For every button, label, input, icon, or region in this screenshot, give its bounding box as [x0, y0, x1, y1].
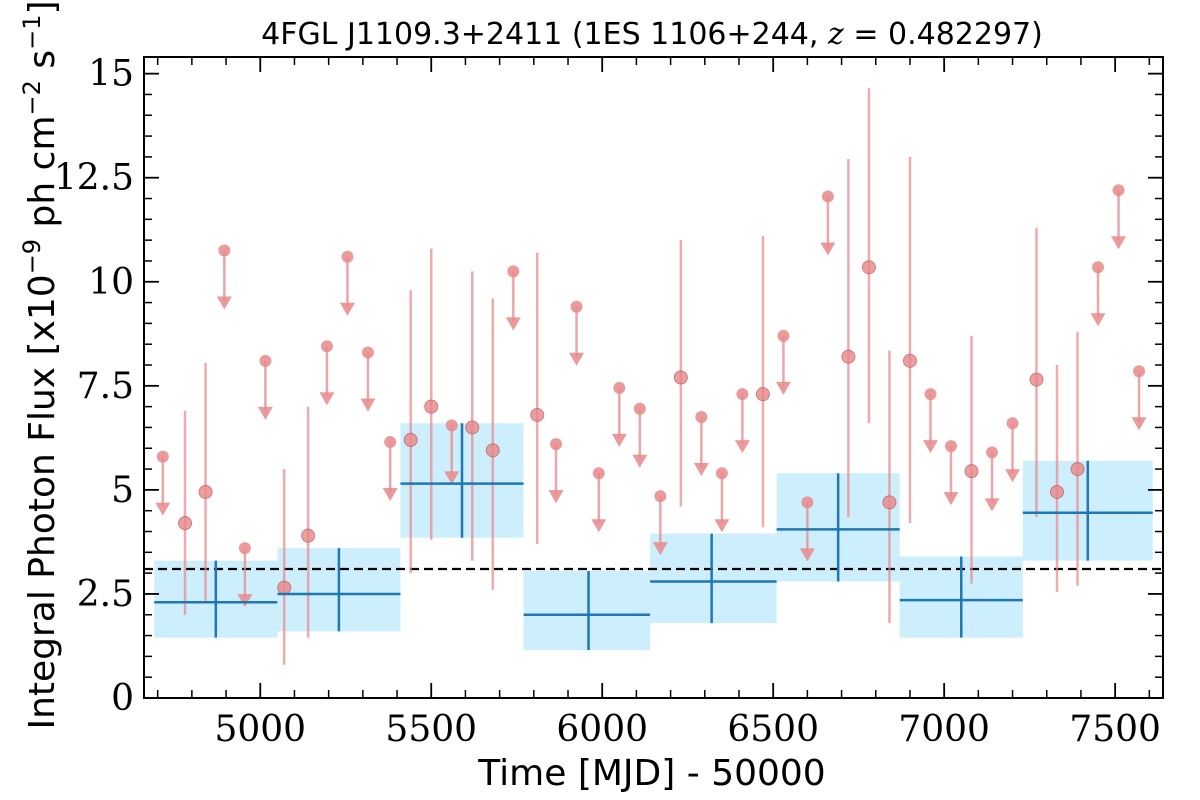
upper-limit-point: [924, 388, 937, 401]
monthly-point: [902, 353, 917, 368]
x-tick-label: 7000: [898, 709, 990, 750]
upper-limit-point: [445, 419, 458, 432]
upper-limit-point: [633, 402, 646, 415]
upper-limit-point: [384, 436, 397, 449]
y-tick-label: 0: [111, 678, 134, 719]
upper-limit-arrow: [444, 471, 460, 485]
upper-limit-point: [777, 329, 790, 342]
upper-limit-arrow: [799, 548, 815, 562]
upper-limit-point: [801, 496, 814, 509]
x-tick-label: 5000: [214, 709, 306, 750]
upper-limit-arrow: [257, 406, 273, 420]
upper-limit-point: [1112, 184, 1125, 197]
upper-limit-arrow: [569, 352, 585, 366]
upper-limit-point: [570, 300, 583, 313]
upper-limit-arrow: [155, 502, 171, 516]
upper-limit-point: [218, 244, 231, 257]
monthly-point: [424, 399, 439, 414]
monthly-point: [277, 580, 292, 595]
upper-limit-arrow: [339, 302, 355, 316]
upper-limit-point: [695, 411, 708, 424]
monthly-point: [1070, 462, 1085, 477]
upper-limit-point: [944, 440, 957, 453]
upper-limit-arrow: [1090, 313, 1106, 327]
binned-error-box: [650, 533, 777, 624]
monthly-point: [1049, 484, 1064, 499]
monthly-point: [301, 528, 316, 543]
upper-limit-point: [613, 381, 626, 394]
upper-limit-point: [259, 354, 272, 367]
upper-limit-point: [550, 438, 563, 451]
upper-limit-point: [986, 446, 999, 459]
upper-limit-point: [341, 250, 354, 263]
x-tick-label: 7500: [1069, 709, 1161, 750]
x-tick-label: 6000: [556, 709, 648, 750]
monthly-point: [530, 407, 545, 422]
y-tick-label: 5: [111, 470, 134, 511]
upper-limit-point: [507, 265, 520, 278]
upper-limit-point: [1133, 365, 1146, 378]
upper-limit-arrow: [714, 519, 730, 533]
upper-limit-point: [736, 388, 749, 401]
monthly-point: [964, 464, 979, 479]
plot-frame: [143, 56, 1164, 699]
upper-limit-point: [1092, 261, 1105, 274]
monthly-point: [178, 516, 193, 531]
monthly-point: [485, 443, 500, 458]
upper-limit-arrow: [693, 463, 709, 477]
y-tick-label: 15: [88, 54, 134, 95]
upper-limit-arrow: [1005, 469, 1021, 483]
upper-limit-arrow: [652, 542, 668, 556]
y-tick-label: 12.5: [54, 158, 134, 199]
upper-limit-point: [361, 346, 374, 359]
upper-limit-arrow: [984, 498, 1000, 512]
upper-limit-arrow: [922, 440, 938, 454]
upper-limit-point: [1006, 417, 1019, 430]
monthly-point: [198, 484, 213, 499]
monthly-point: [861, 260, 876, 275]
upper-limit-arrow: [591, 519, 607, 533]
upper-limit-point: [715, 467, 728, 480]
upper-limit-arrow: [734, 440, 750, 454]
x-axis-label: Time [MJD] - 50000: [477, 753, 825, 794]
y-tick-label: 10: [88, 262, 134, 303]
upper-limit-arrow: [216, 296, 232, 310]
y-tick-label: 2.5: [77, 574, 134, 615]
monthly-point: [755, 387, 770, 402]
x-tick-label: 5500: [385, 709, 477, 750]
binned-error-box: [523, 571, 651, 651]
upper-limit-arrow: [820, 242, 836, 256]
upper-limit-arrow: [1111, 236, 1127, 250]
upper-limit-arrow: [237, 594, 253, 608]
upper-limit-arrow: [548, 490, 564, 504]
upper-limit-arrow: [775, 381, 791, 395]
upper-limit-arrow: [505, 317, 521, 331]
upper-limit-arrow: [382, 488, 398, 502]
upper-limit-point: [821, 190, 834, 203]
upper-limit-point: [592, 467, 605, 480]
upper-limit-arrow: [1131, 417, 1147, 431]
upper-limit-arrow: [360, 398, 376, 412]
monthly-point: [403, 432, 418, 447]
monthly-point: [465, 420, 480, 435]
x-tick-label: 6500: [727, 709, 819, 750]
upper-limit-point: [654, 490, 667, 503]
y-tick-label: 7.5: [77, 366, 134, 407]
monthly-point: [673, 370, 688, 385]
plot-area: [144, 88, 1163, 665]
axes: 5000 5500 6000 6500 7000 7500 0 2.5 5 7.5 10 12.5 15: [54, 54, 1164, 750]
upper-limit-arrow: [943, 492, 959, 506]
upper-limit-point: [156, 450, 169, 463]
monthly-point: [882, 495, 897, 510]
y-axis-label: Integral Photon Flux [x10−9 ph cm−2 s−1]: [18, 0, 63, 729]
upper-limit-point: [238, 542, 251, 555]
monthly-point: [1029, 372, 1044, 387]
upper-limit-arrow: [632, 454, 648, 468]
chart-title: 4FGL J1109.3+2411 (1ES 1106+244, z = 0.4…: [261, 17, 1043, 52]
upper-limit-arrow: [611, 433, 627, 447]
upper-limit-arrow: [319, 392, 335, 406]
upper-limit-point: [320, 340, 333, 353]
monthly-point: [841, 349, 856, 364]
